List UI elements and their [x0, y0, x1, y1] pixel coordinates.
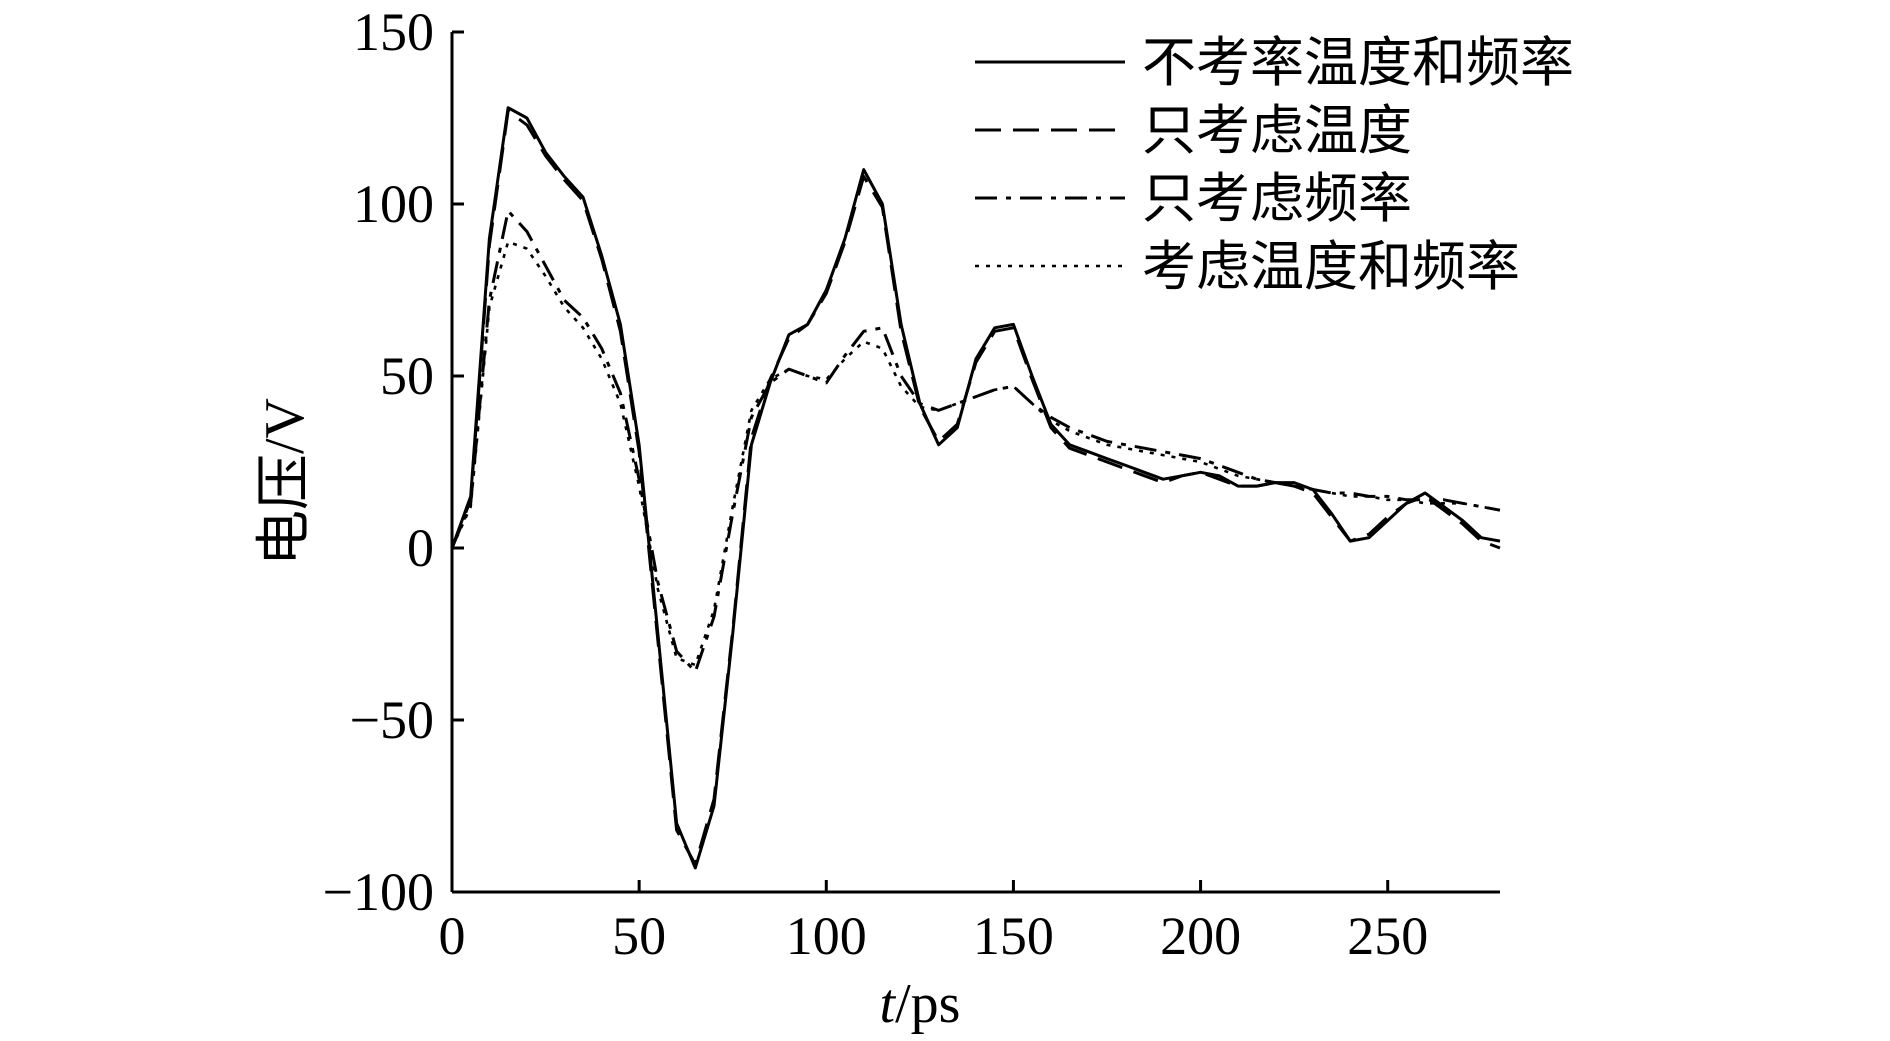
- x-tick-label: 50: [612, 906, 666, 966]
- series-line-4: [450, 240, 1501, 667]
- y-tick-label: −50: [350, 690, 434, 750]
- x-tick-label: 0: [439, 906, 466, 966]
- legend-label-4: 考虑温度和频率: [1142, 235, 1520, 298]
- series-group: [450, 106, 1501, 870]
- x-tick-label: 100: [786, 906, 867, 966]
- y-tick-label: 150: [353, 2, 434, 62]
- legend-label-1: 不考率温度和频率: [1142, 31, 1574, 94]
- x-tick-label: 250: [1347, 906, 1428, 966]
- x-tick-label: 200: [1160, 906, 1241, 966]
- x-axis-title: t/ps: [880, 973, 961, 1035]
- x-axis-title-var: t: [880, 973, 897, 1035]
- y-tick-label: 50: [380, 346, 434, 406]
- x-tick-label: 150: [973, 906, 1054, 966]
- y-tick-label: 0: [407, 518, 434, 578]
- y-tick-label: 100: [353, 174, 434, 234]
- legend-label-2: 只考虑温度: [1142, 99, 1412, 162]
- x-axis-title-unit: /ps: [895, 973, 960, 1035]
- y-tick-label: −100: [323, 862, 434, 922]
- y-axis-title: 电压/V: [254, 398, 316, 566]
- series-line-2: [450, 109, 1501, 866]
- legend-label-3: 只考虑频率: [1142, 167, 1412, 230]
- ticks: 0 50 100 150 200 250 −100 −50 0 50 100 150: [323, 2, 1429, 966]
- axes: [450, 32, 1500, 894]
